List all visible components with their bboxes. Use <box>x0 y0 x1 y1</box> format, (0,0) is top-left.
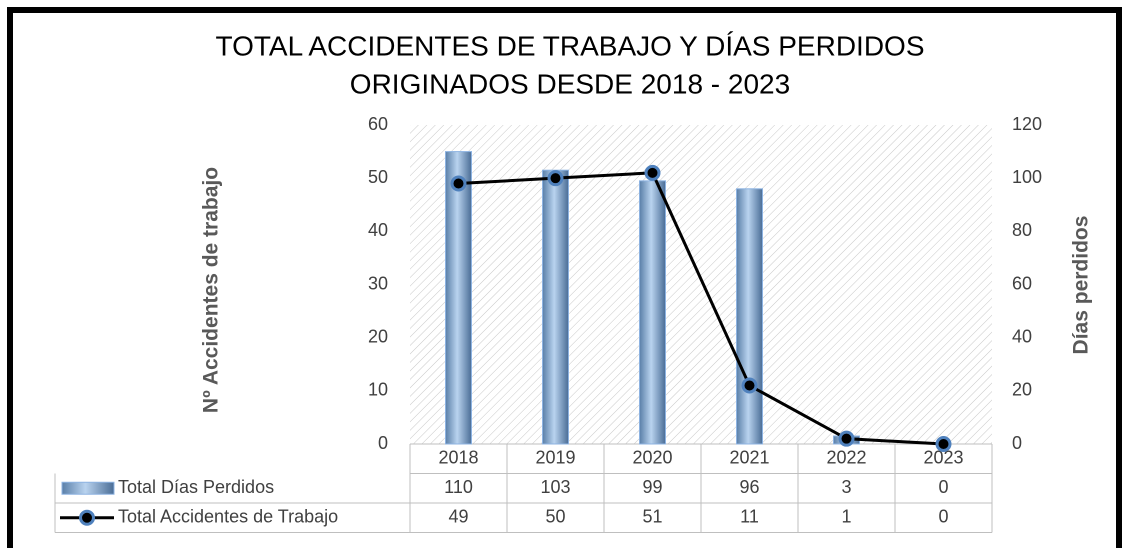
table-value: 51 <box>642 507 662 527</box>
x-tick-label: 2018 <box>438 448 478 468</box>
chart-title: TOTAL ACCIDENTES DE TRABAJO Y DÍAS PERDI… <box>216 30 925 61</box>
y2-tick-label: 20 <box>1012 380 1032 400</box>
marker <box>450 175 467 192</box>
y2-axis-label: Días perdidos <box>1070 216 1093 355</box>
y-tick-label: 30 <box>368 273 388 293</box>
table-value: 99 <box>642 477 662 497</box>
y2-tick-label: 80 <box>1012 220 1032 240</box>
y2-tick-label: 60 <box>1012 273 1032 293</box>
bar <box>542 169 569 445</box>
marker <box>741 377 758 394</box>
plot-area <box>410 125 992 444</box>
table-value: 96 <box>739 477 759 497</box>
table-value: 110 <box>444 477 473 497</box>
bar <box>445 151 472 445</box>
y2-tick-label: 40 <box>1012 326 1032 346</box>
legend-swatch <box>61 481 115 495</box>
y-axis-label: Nº Accidentes de trabajo <box>200 167 223 413</box>
y-tick-label: 0 <box>378 433 388 453</box>
y-tick-label: 60 <box>368 114 388 134</box>
marker <box>935 436 952 452</box>
bar <box>736 188 763 445</box>
legend-label: Total Días Perdidos <box>118 477 274 497</box>
table-value: 11 <box>740 507 759 527</box>
table-value: 103 <box>540 477 570 497</box>
y-tick-label: 20 <box>368 326 388 346</box>
y2-tick-label: 0 <box>1012 433 1022 453</box>
table-value: 0 <box>938 507 948 527</box>
frame <box>7 7 1122 548</box>
line <box>458 171 944 446</box>
marker <box>644 164 661 181</box>
x-tick-label: 2020 <box>632 448 672 468</box>
y-tick-label: 50 <box>368 167 388 187</box>
x-tick-label: 2022 <box>826 448 866 468</box>
x-tick-label: 2019 <box>535 448 575 468</box>
y-tick-label: 10 <box>368 380 388 400</box>
x-tick-label: 2023 <box>923 448 963 468</box>
marker <box>838 430 855 447</box>
table-value: 50 <box>545 507 565 527</box>
table-value: 0 <box>938 477 948 497</box>
table-value: 1 <box>841 507 851 527</box>
legend-label: Total Accidentes de Trabajo <box>118 507 338 527</box>
table-value: 3 <box>841 477 851 497</box>
marker <box>547 170 564 187</box>
x-tick-label: 2021 <box>729 448 769 468</box>
table-value: 49 <box>448 507 468 527</box>
chart-title: ORIGINADOS DESDE 2018 - 2023 <box>350 68 790 99</box>
y2-tick-label: 120 <box>1012 114 1042 134</box>
bar <box>639 180 666 445</box>
y2-tick-label: 100 <box>1012 167 1042 187</box>
y-tick-label: 40 <box>368 220 388 240</box>
legend-swatch <box>79 509 95 526</box>
